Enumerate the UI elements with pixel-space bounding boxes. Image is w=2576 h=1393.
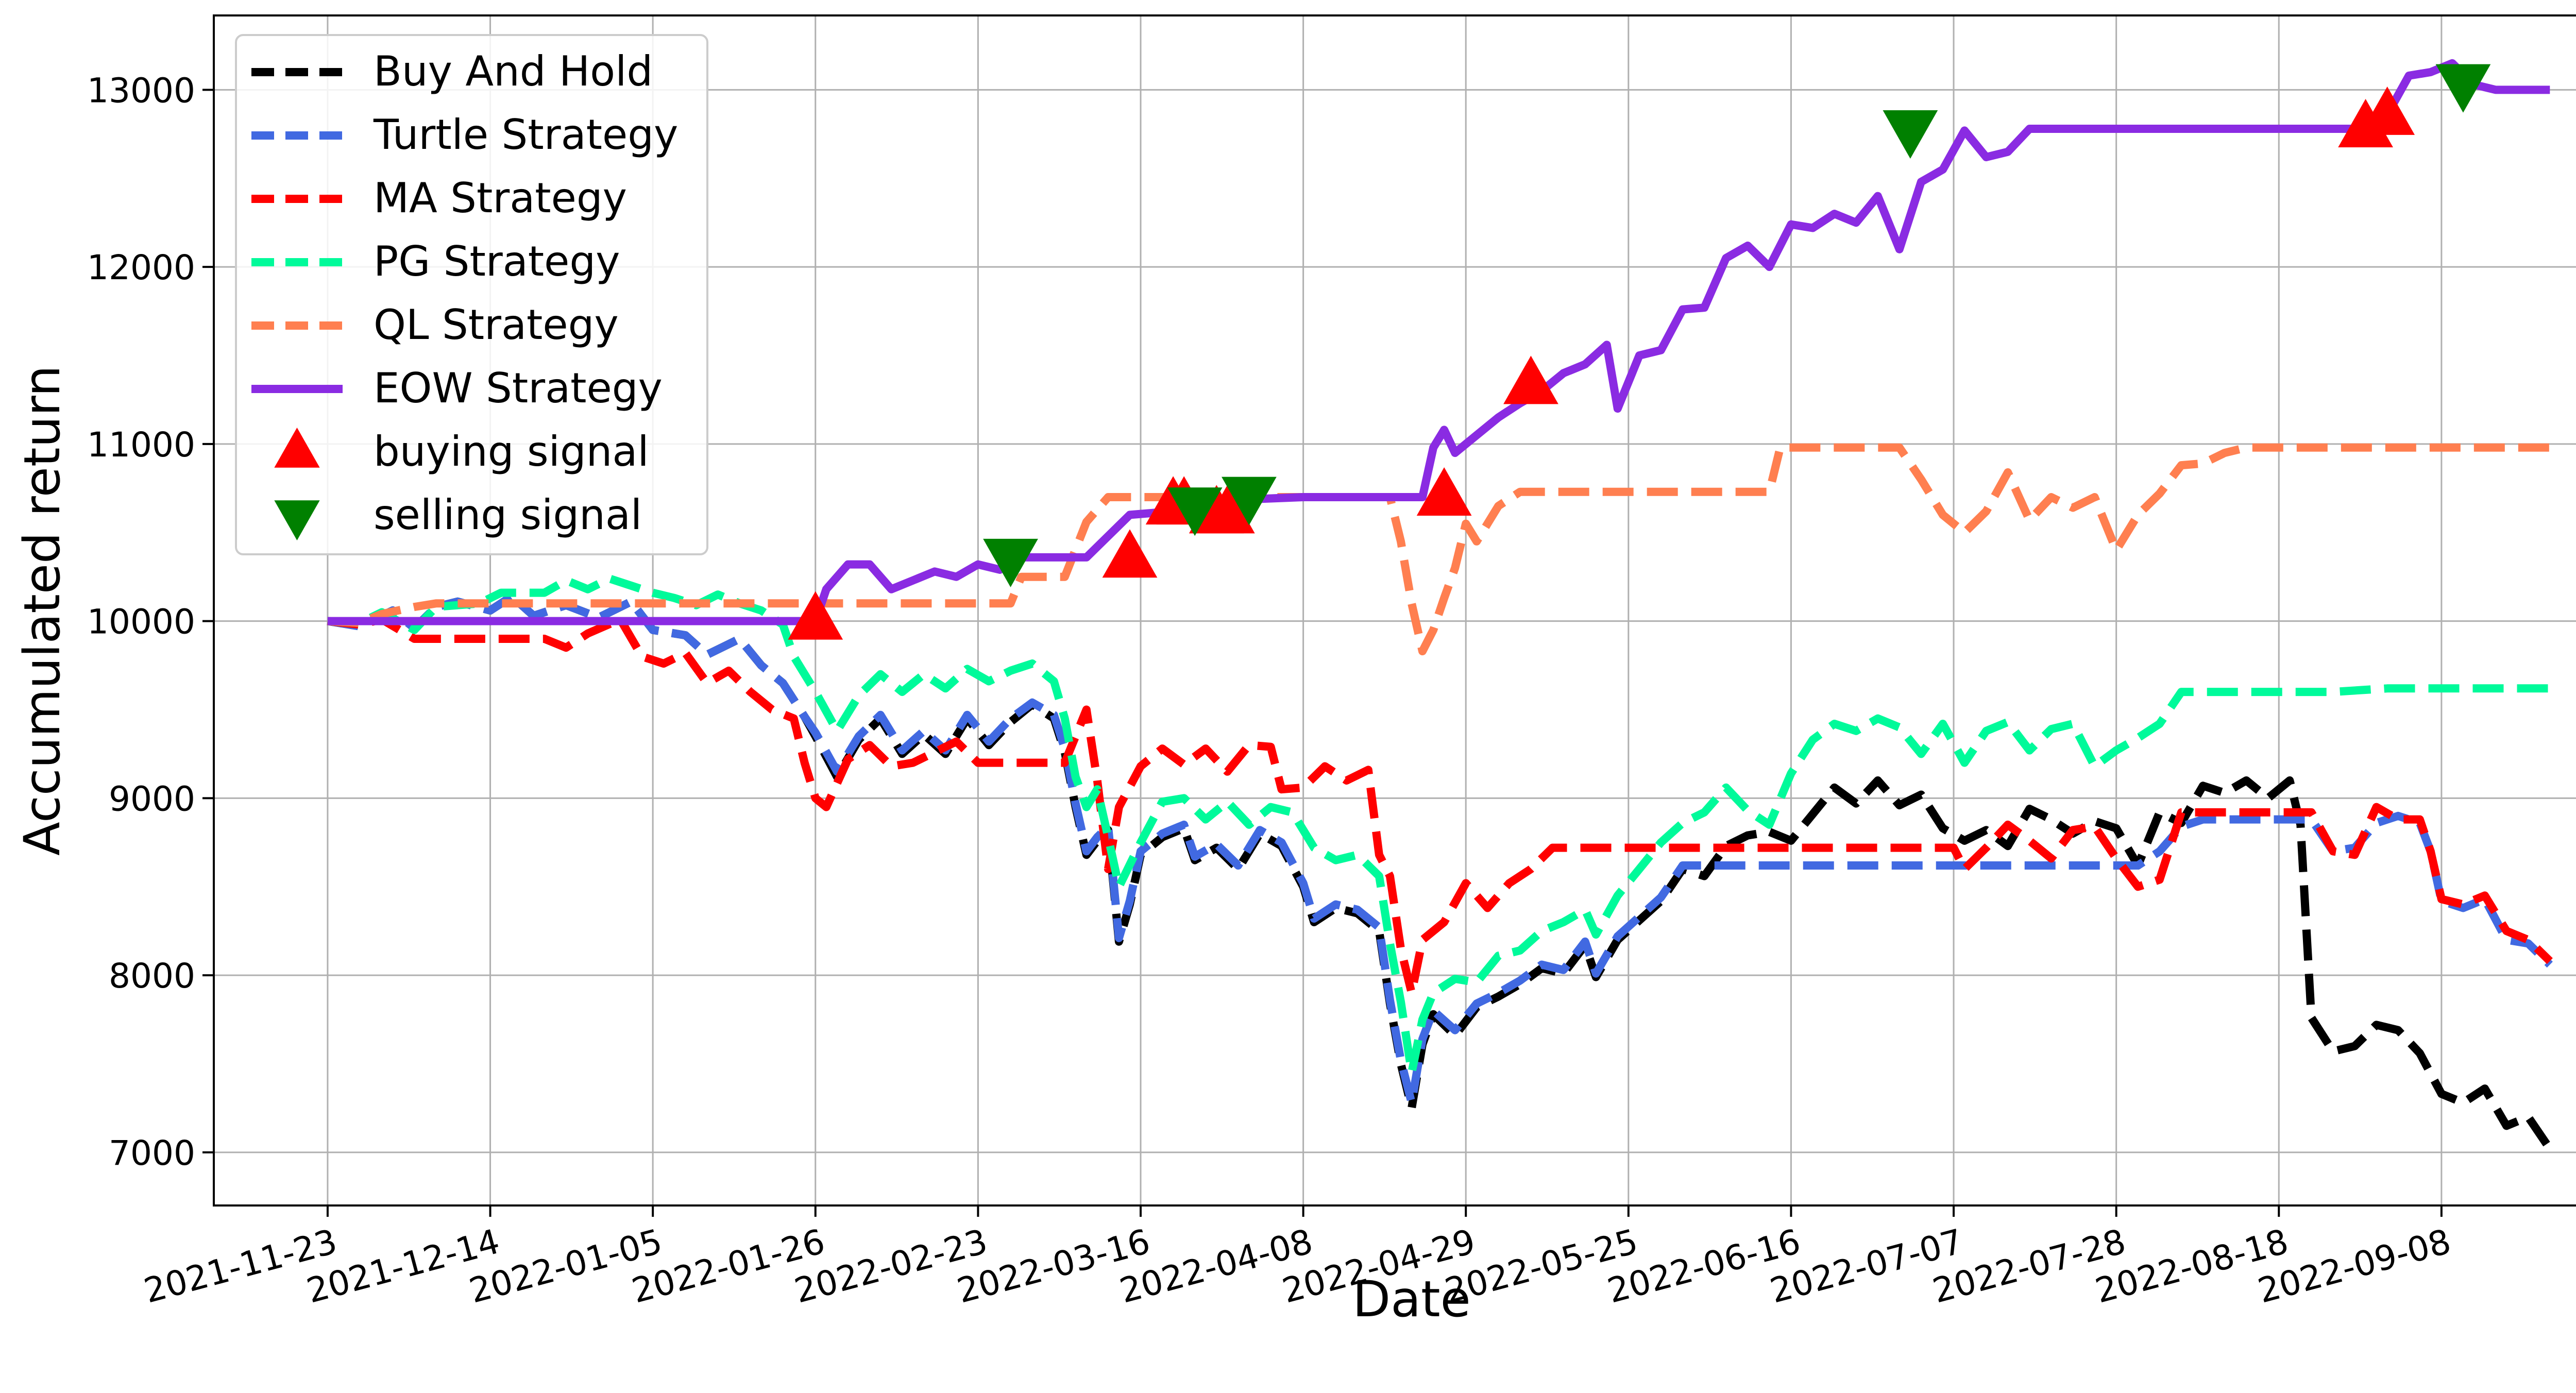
y-tick-label: 8000 xyxy=(109,956,195,996)
legend-label: Turtle Strategy xyxy=(373,111,678,159)
legend-marker-0 xyxy=(274,428,320,468)
series-line-1 xyxy=(327,592,2553,1107)
legend-label: Buy And Hold xyxy=(374,47,653,95)
series-line-2 xyxy=(327,615,2553,997)
series-line-3 xyxy=(327,574,2550,1077)
buying-signal-marker xyxy=(1102,529,1158,578)
buying-signal-marker xyxy=(1199,485,1255,534)
selling-signal-marker xyxy=(1167,487,1223,536)
selling-signal-marker xyxy=(1222,477,1277,525)
legend-label: QL Strategy xyxy=(374,301,619,349)
signal-markers xyxy=(788,64,2491,640)
buying-signal-marker xyxy=(2338,99,2393,147)
y-tick-label: 7000 xyxy=(109,1133,195,1173)
y-axis-label: Accumulated return xyxy=(13,365,71,856)
x-axis-ticks: 2021-11-232021-12-142022-01-052022-01-26… xyxy=(140,1205,2455,1311)
buying-signal-marker xyxy=(1416,467,1472,516)
legend-label: PG Strategy xyxy=(374,237,620,285)
buying-signal-marker xyxy=(2360,86,2415,135)
buying-signal-marker xyxy=(1503,355,1558,404)
selling-signal-marker xyxy=(2435,64,2491,113)
legend-label: buying signal xyxy=(374,428,649,475)
series-layer xyxy=(327,59,2553,1151)
y-tick-label: 12000 xyxy=(87,248,195,287)
legend-label: MA Strategy xyxy=(374,174,627,222)
plot-frame xyxy=(213,14,2576,1207)
buying-signal-marker xyxy=(788,591,843,640)
y-tick-label: 10000 xyxy=(87,602,195,642)
legend-label: EOW Strategy xyxy=(374,364,663,412)
legend: Buy And Hold Turtle Strategy MA Strategy PG… xyxy=(235,34,708,555)
y-tick-label: 9000 xyxy=(109,779,195,819)
y-tick-label: 13000 xyxy=(87,71,195,110)
series-line-4 xyxy=(327,443,2550,656)
legend-label: selling signal xyxy=(374,491,642,539)
series-line-5 xyxy=(327,59,2550,625)
legend-marker-1 xyxy=(274,500,320,540)
y-tick-label: 11000 xyxy=(87,425,195,465)
selling-signal-marker xyxy=(983,538,1038,587)
x-axis-label: Date xyxy=(1352,1270,1470,1328)
legend-box xyxy=(235,34,708,555)
series-line-0 xyxy=(327,592,2553,1151)
y-axis-ticks: 7000 8000 9000 10000 11000 12000 13000 xyxy=(87,71,214,1173)
selling-signal-marker xyxy=(1883,110,1938,159)
